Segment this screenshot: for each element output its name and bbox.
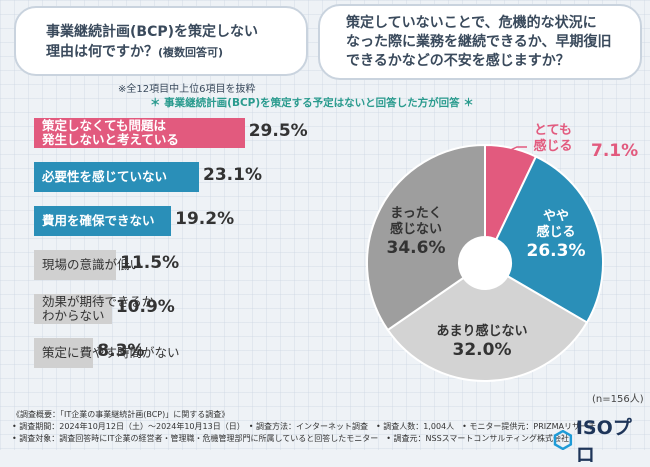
survey-footer: 《調査概要：「IT企業の事業継続計画(BCP)」に関する調査》 • 調査期間：2… <box>12 409 596 445</box>
question1-text: 事業継続計画(BCP)を策定しない 理由は何ですか？(複数回答可) <box>46 22 258 63</box>
question1-box: 事業継続計画(BCP)を策定しない 理由は何ですか？(複数回答可) <box>14 6 308 76</box>
question2-box: 策定していないことで、危機的な状況に なった際に業務を継続できるか、早期復旧 で… <box>318 4 642 80</box>
bar-label: 策定に費やす時間がない <box>42 345 180 360</box>
bar <box>34 118 245 148</box>
bar-value-label: 10.9% <box>115 297 175 317</box>
respondents-note: ＊ 事業継続計画(BCP)を策定する予定はないと回答した方が回答 ＊ <box>150 97 474 109</box>
sample-size-label: (n=156人) <box>592 394 644 405</box>
bar-row: 策定に費やす時間がない 8.3% <box>34 338 324 368</box>
bar-row: 現場の意識が低い 11.5% <box>34 250 324 280</box>
footer-line3: • 調査対象：調査回答時にIT企業の経営者・管理職・危機管理部門に所属していると… <box>12 434 569 443</box>
footer-line1: 《調査概要：「IT企業の事業継続計画(BCP)」に関する調査》 <box>12 410 230 419</box>
extract-note: ※全12項目中上位6項目を抜粋 <box>118 84 256 95</box>
bar-label: 策定しなくても問題は 発生しないと考えている <box>42 118 179 147</box>
bar-label: 必要性を感じていない <box>42 169 168 184</box>
bar <box>34 250 117 280</box>
bar-chart: 策定しなくても問題は 発生しないと考えている 29.5% 必要性を感じていない 23.… <box>34 118 324 382</box>
bar <box>34 162 199 192</box>
bar-value-label: 19.2% <box>175 209 235 229</box>
bar-value-label: 23.1% <box>203 165 262 185</box>
bar-label: 効果が期待できるか わからない <box>42 294 155 323</box>
bar <box>34 294 112 324</box>
bar-value-label: 11.5% <box>120 253 180 273</box>
bar-row: 策定しなくても問題は 発生しないと考えている 29.5% <box>34 118 324 148</box>
footer-line2: • 調査期間：2024年10月12日（土）〜2024年10月13日（日） • 調… <box>12 422 596 431</box>
bar-value-label: 8.3% <box>97 341 145 361</box>
bar-row: 費用を確保できない 19.2% <box>34 206 324 236</box>
bar-label: 費用を確保できない <box>42 213 155 228</box>
bar-value-label: 29.5% <box>248 121 308 141</box>
bar-row: 効果が期待できるか わからない 10.9% <box>34 294 324 324</box>
logo-text: ISOプロ <box>575 417 632 466</box>
question1-suffix: (複数回答可) <box>158 46 224 59</box>
isopro-logo: ISOプロ <box>553 413 650 467</box>
bar <box>34 206 172 236</box>
question1-main: 事業継続計画(BCP)を策定しない 理由は何ですか？ <box>46 24 259 60</box>
hexagon-logo-icon <box>553 430 573 450</box>
bar <box>34 338 94 368</box>
bar-row: 必要性を感じていない 23.1% <box>34 162 324 192</box>
bar-label: 現場の意識が低い <box>42 257 143 272</box>
question2-text: 策定していないことで、危機的な状況に なった際に業務を継続できるか、早期復旧 で… <box>346 15 612 69</box>
